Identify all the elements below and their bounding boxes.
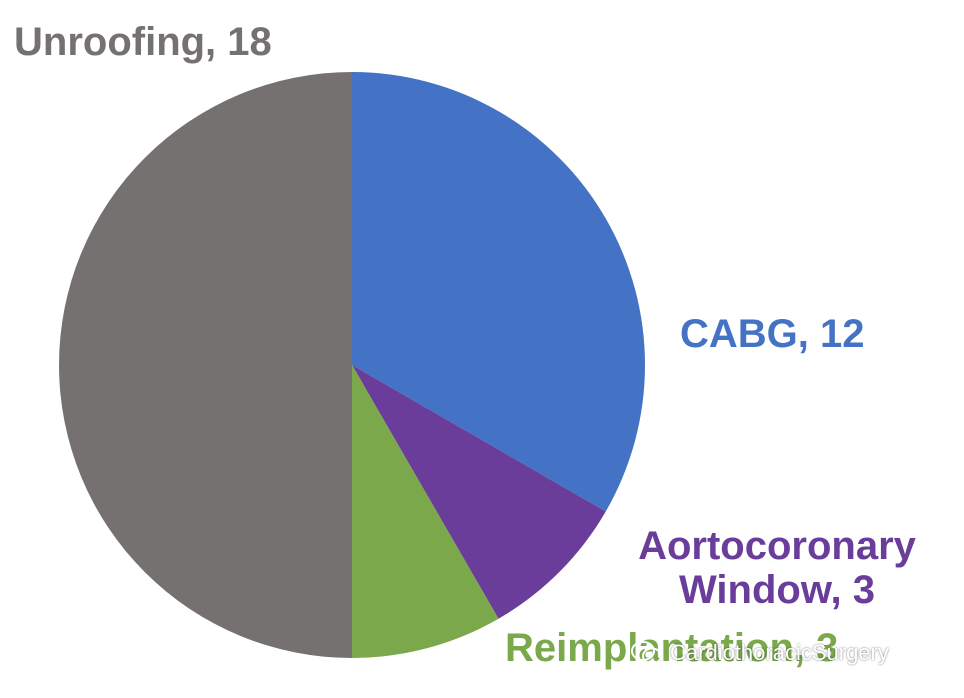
label-aortocoronary-window: Aortocoronary Window, 3 bbox=[612, 524, 942, 612]
label-aortocoronary-line1: Aortocoronary bbox=[638, 524, 916, 568]
pie-slice-unroofing bbox=[59, 72, 352, 658]
label-unroofing: Unroofing, 18 bbox=[14, 20, 272, 64]
pie-slice-cabg bbox=[352, 72, 645, 512]
label-aortocoronary-line2: Window, 3 bbox=[679, 568, 875, 612]
pie-slice-reimplantation bbox=[352, 365, 499, 658]
watermark: CardiothoracicSurgery bbox=[630, 640, 889, 666]
label-cabg: CABG, 12 bbox=[680, 312, 865, 356]
watermark-text: CardiothoracicSurgery bbox=[670, 640, 889, 665]
wechat-icon bbox=[631, 641, 662, 665]
label-reimplantation: Reimplantation, 3 bbox=[505, 626, 839, 670]
pie-slice-aortocoronary-window bbox=[352, 365, 606, 619]
